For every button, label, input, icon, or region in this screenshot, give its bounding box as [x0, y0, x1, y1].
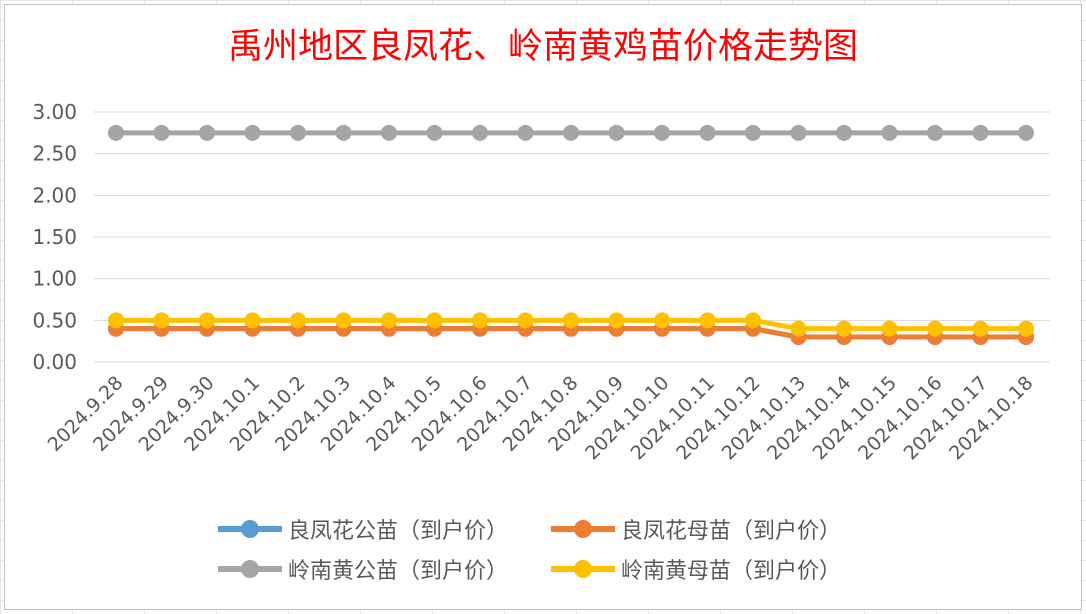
y-tick-label: 3.00	[32, 100, 77, 124]
data-point	[790, 320, 807, 337]
data-point	[972, 124, 989, 141]
y-tick-label: 1.50	[32, 225, 77, 249]
data-point	[1018, 124, 1034, 141]
chart-title: 禹州地区良凤花、岭南黄鸡苗价格走势图	[227, 27, 858, 67]
data-point	[745, 124, 761, 141]
data-point	[608, 312, 625, 329]
y-tick-label: 0.00	[32, 350, 77, 374]
data-point	[199, 312, 215, 329]
legend-item: 良凤花母苗（到户价）	[551, 514, 841, 544]
legend: 良凤花公苗（到户价） 良凤花母苗（到户价） 岭南黄公苗（到户价） 岭南黄母苗（到户价）	[0, 512, 1086, 592]
data-point	[472, 124, 488, 141]
data-point	[381, 124, 397, 141]
data-point	[108, 124, 124, 141]
data-point	[699, 124, 716, 141]
data-point	[244, 124, 261, 141]
data-point	[836, 320, 852, 337]
data-point	[836, 124, 852, 141]
legend-swatch	[551, 514, 615, 544]
legend-label: 岭南黄公苗（到户价）	[288, 559, 509, 584]
data-point	[108, 312, 124, 329]
legend-label: 良凤花母苗（到户价）	[621, 519, 842, 544]
legend-item: 岭南黄母苗（到户价）	[551, 554, 841, 584]
data-point	[426, 124, 443, 141]
data-point	[654, 124, 670, 141]
data-point	[290, 124, 306, 141]
legend-label: 岭南黄母苗（到户价）	[621, 559, 842, 584]
data-point	[745, 312, 761, 329]
legend-item: 岭南黄公苗（到户价）	[218, 554, 508, 584]
data-point	[381, 312, 397, 329]
data-point	[199, 124, 215, 141]
data-point	[290, 312, 306, 329]
data-point	[517, 124, 534, 141]
data-point	[563, 312, 579, 329]
data-point	[790, 124, 807, 141]
y-tick-label: 2.00	[32, 183, 77, 207]
data-point	[881, 320, 898, 337]
data-point	[972, 320, 989, 337]
data-point	[654, 312, 670, 329]
legend-swatch-marker	[241, 560, 259, 578]
data-point	[472, 312, 488, 329]
data-point	[153, 124, 170, 141]
data-point	[517, 312, 534, 329]
data-point	[153, 312, 170, 329]
legend-swatch-marker	[574, 560, 592, 578]
data-point	[1018, 320, 1034, 337]
chart-area	[4, 4, 1082, 610]
data-point	[699, 312, 716, 329]
data-point	[927, 124, 943, 141]
legend-swatch	[218, 554, 282, 584]
data-point	[927, 320, 943, 337]
legend-item: 良凤花公苗（到户价）	[218, 514, 508, 544]
legend-swatch	[218, 514, 282, 544]
data-point	[881, 124, 898, 141]
data-point	[426, 312, 443, 329]
legend-swatch-marker	[574, 520, 592, 538]
y-tick-label: 0.50	[32, 308, 77, 332]
legend-label: 良凤花公苗（到户价）	[288, 519, 509, 544]
y-tick-label: 1.00	[32, 267, 77, 291]
data-point	[608, 124, 625, 141]
legend-swatch	[551, 554, 615, 584]
data-point	[335, 312, 352, 329]
legend-swatch-marker	[241, 520, 259, 538]
data-point	[563, 124, 579, 141]
data-point	[244, 312, 261, 329]
data-point	[335, 124, 352, 141]
y-tick-label: 2.50	[32, 142, 77, 166]
